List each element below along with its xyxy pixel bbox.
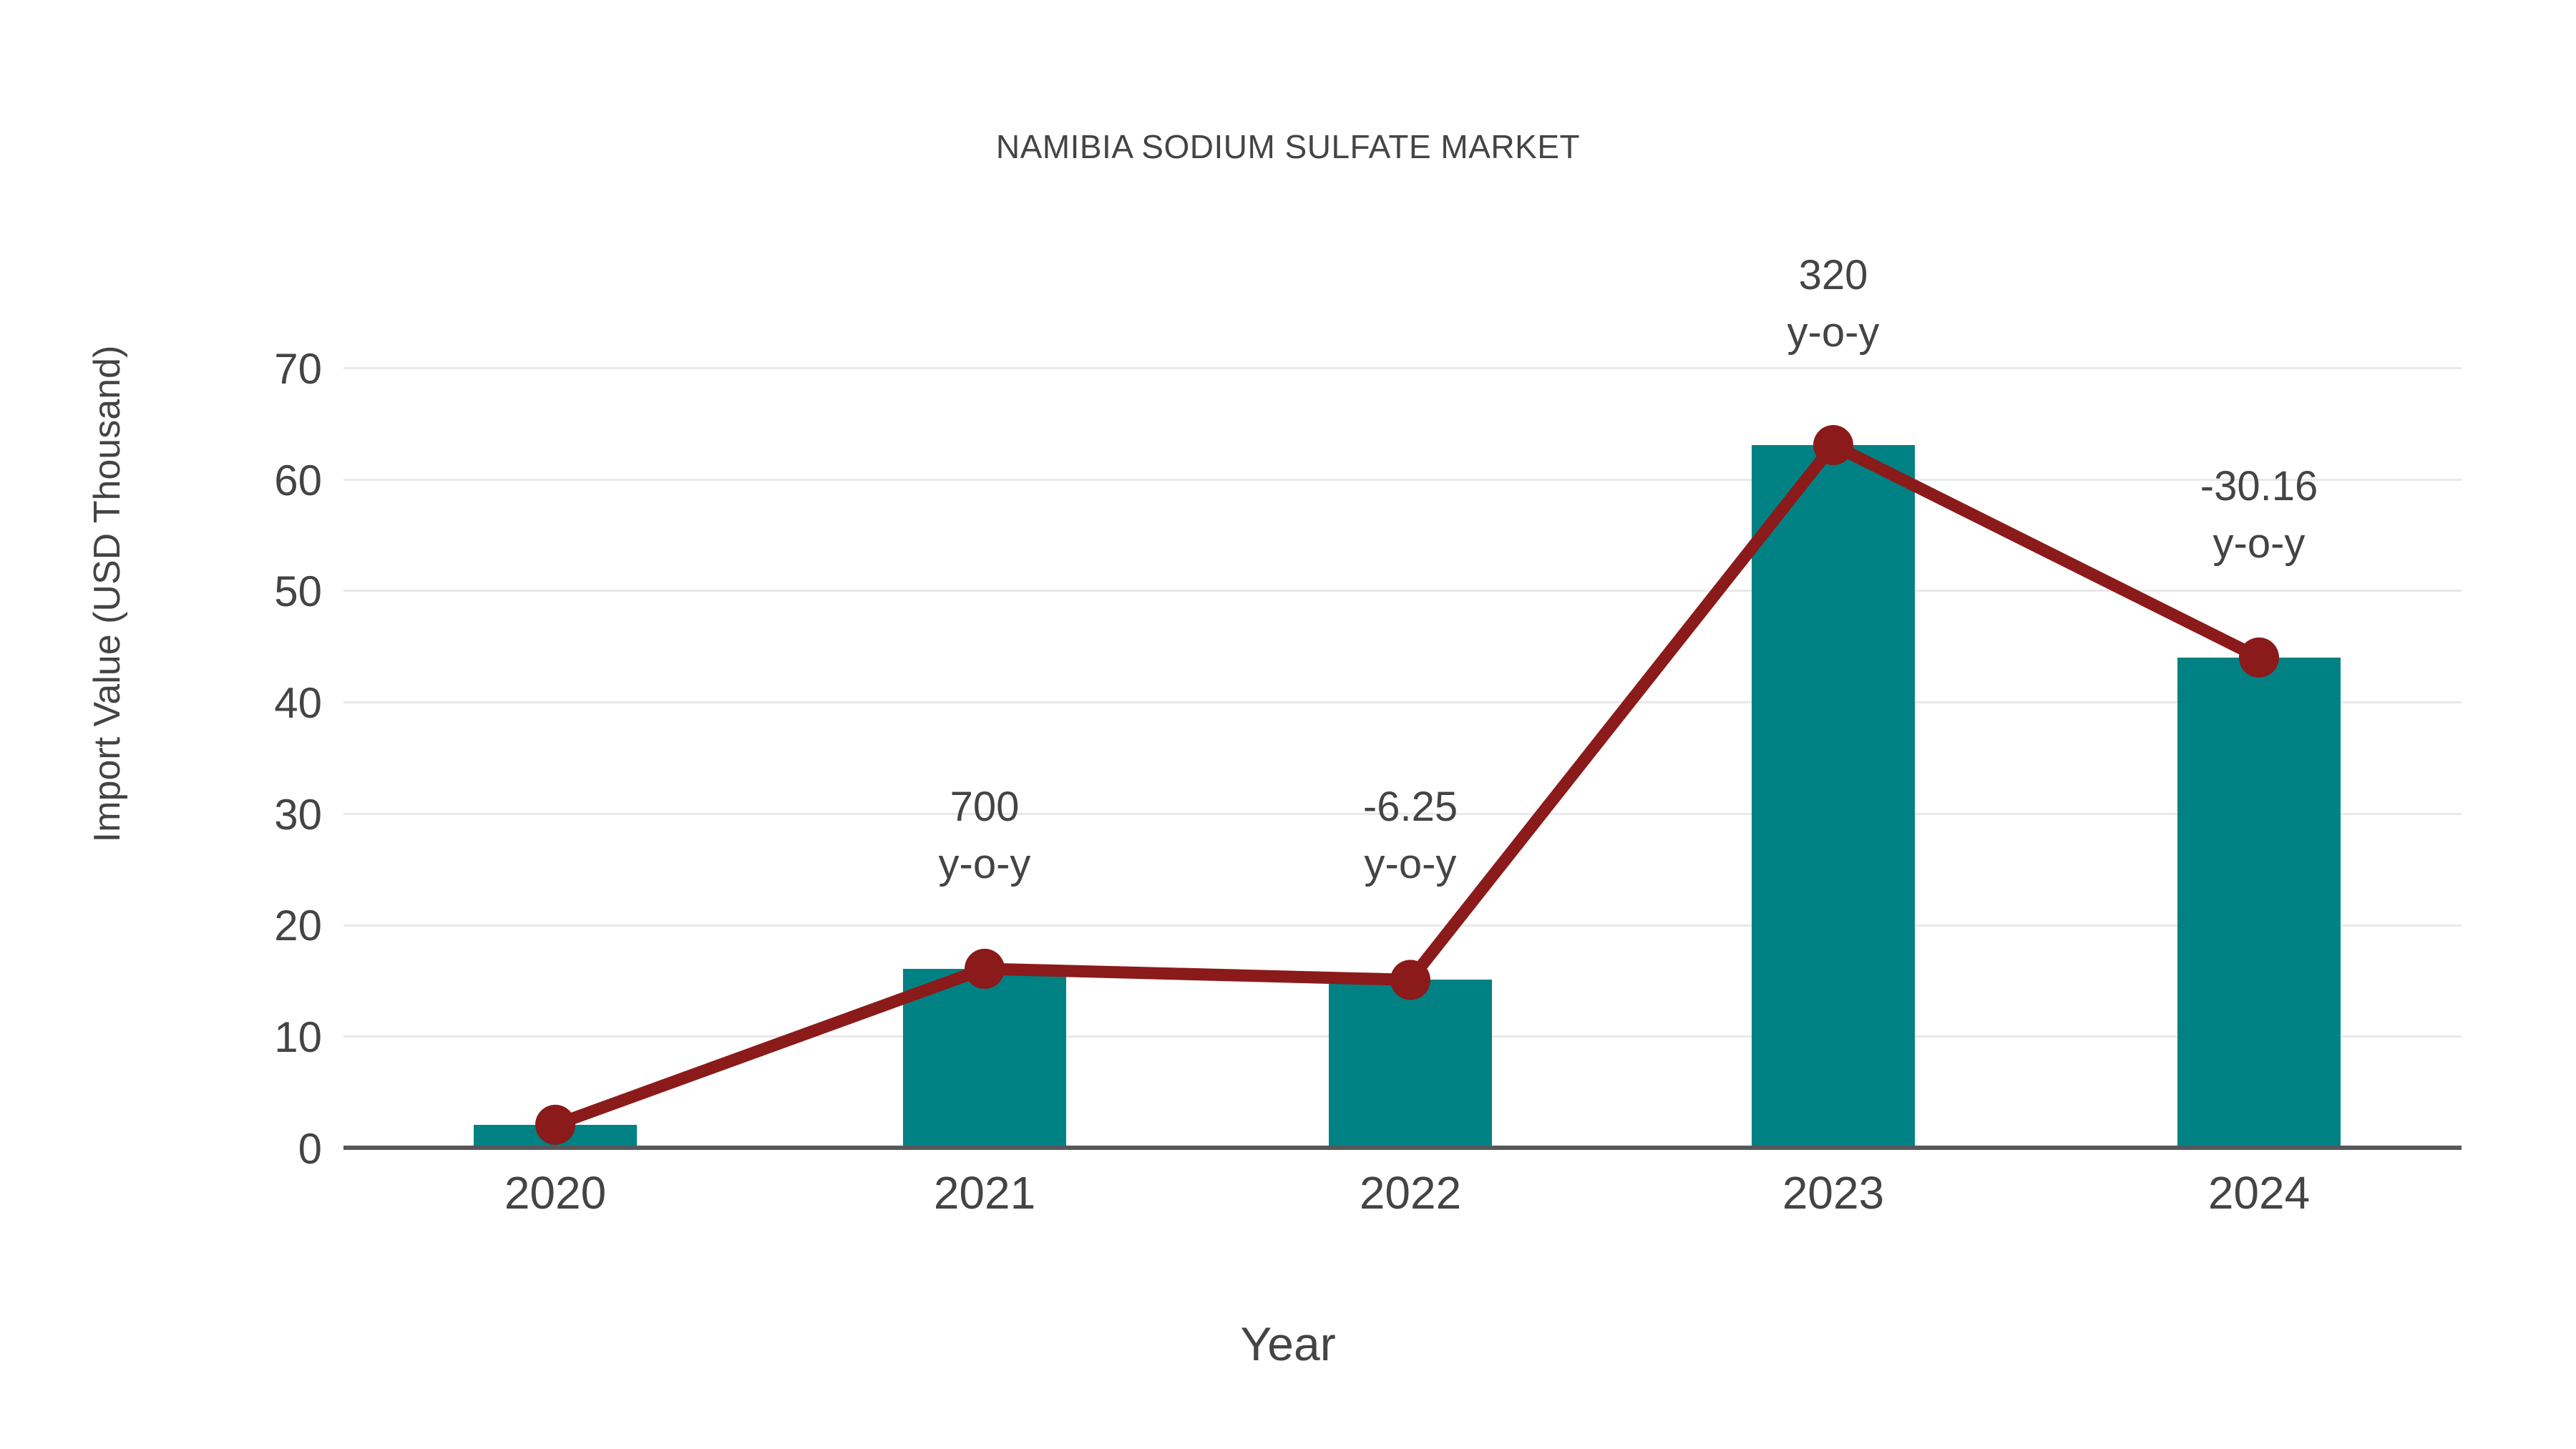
y-tick-label-40: 40 [274,679,322,727]
annotation-2022: -6.25 y-o-y [1224,779,1596,893]
annotation-2021-unit: y-o-y [938,841,1031,888]
bar-2021 [903,968,1066,1147]
y-tick-label-10: 10 [274,1013,322,1061]
annotation-2024-value: -30.16 [2200,463,2318,509]
annotation-2021-value: 700 [950,784,1020,830]
annotation-2021: 700 y-o-y [799,779,1171,893]
gridline-40 [343,701,2462,704]
y-tick-label-60: 60 [274,457,322,504]
chart-title: NAMIBIA SODIUM SULFATE MARKET [995,128,1581,165]
x-tick-label-2021: 2021 [933,1167,1036,1219]
x-tick-label-2020: 2020 [504,1167,607,1219]
gridline-20 [343,924,2462,927]
x-axis-line [343,1146,2462,1150]
y-tick-label-70: 70 [274,345,322,393]
bar-2020 [474,1124,637,1147]
gridline-50 [343,590,2462,592]
annotation-2024: -30.16 y-o-y [2073,458,2445,572]
annotation-2022-value: -6.25 [1362,784,1458,830]
bar-2024 [2177,657,2341,1147]
y-tick-label-20: 20 [274,902,322,950]
bar-2022 [1329,980,1492,1147]
annotation-2023-unit: y-o-y [1787,309,1880,356]
bar-2023 [1752,445,1915,1147]
y-tick-label-30: 30 [274,791,322,839]
x-tick-label-2023: 2023 [1782,1167,1885,1219]
y-tick-label-50: 50 [274,567,322,615]
annotation-2024-unit: y-o-y [2212,520,2306,567]
annotation-2022-unit: y-o-y [1364,841,1457,888]
x-tick-label-2022: 2022 [1359,1167,1462,1219]
x-axis-title: Year [1240,1317,1336,1370]
y-tick-label-0: 0 [298,1125,322,1173]
x-tick-label-2024: 2024 [2207,1167,2311,1219]
gridline-70 [343,367,2462,369]
annotation-2023-value: 320 [1798,252,1868,298]
annotation-2023: 320 y-o-y [1647,247,2019,361]
